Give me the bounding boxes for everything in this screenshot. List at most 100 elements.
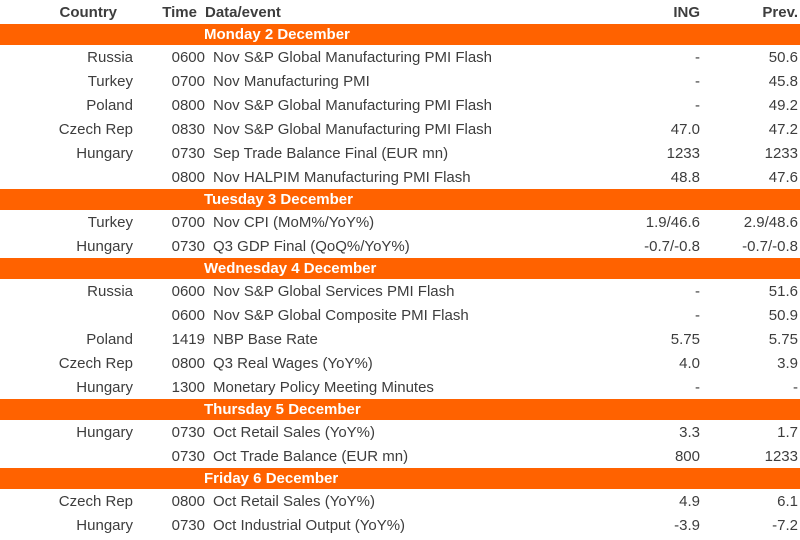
day-band-row: Tuesday 3 December: [0, 189, 800, 210]
event-row: Turkey 0700 Nov Manufacturing PMI - 45.8: [0, 69, 800, 93]
day-band-label: Tuesday 3 December: [0, 189, 800, 210]
prev-cell: 6.1: [777, 492, 798, 510]
event-cell: Q3 GDP Final (QoQ%/YoY%): [213, 237, 410, 255]
ing-cell: 4.9: [679, 492, 700, 510]
time-cell: 0730: [171, 237, 205, 255]
time-cell: 0730: [171, 516, 205, 534]
prev-cell: 1233: [764, 144, 798, 162]
event-row: Poland 1419 NBP Base Rate 5.75 5.75: [0, 327, 800, 351]
event-row: 0730 Oct Trade Balance (EUR mn) 800 1233: [0, 444, 800, 468]
event-cell: Nov S&P Global Manufacturing PMI Flash: [213, 120, 493, 138]
ing-cell: -0.7/-0.8: [644, 237, 700, 255]
col-header-ing: ING: [673, 3, 700, 21]
prev-cell: 3.9: [777, 354, 798, 372]
event-row: Czech Rep 0800 Q3 Real Wages (YoY%) 4.0 3.9: [0, 351, 800, 375]
country-cell: Czech Rep: [58, 492, 133, 510]
event-row: Hungary 1300 Monetary Policy Meeting Minut…: [0, 375, 800, 399]
col-header-prev: Prev.: [762, 3, 798, 21]
prev-cell: -0.7/-0.8: [742, 237, 798, 255]
time-cell: 1300: [171, 378, 205, 396]
event-cell: Sep Trade Balance Final (EUR mn): [213, 144, 449, 162]
table-body: Monday 2 December Russia 0600 Nov S&P Globa…: [0, 24, 800, 537]
ing-cell: -: [695, 72, 700, 90]
day-band-label: Thursday 5 December: [0, 399, 800, 420]
prev-cell: -: [793, 378, 798, 396]
prev-cell: 45.8: [768, 72, 798, 90]
country-cell: Hungary: [76, 237, 133, 255]
event-cell: NBP Base Rate: [213, 330, 318, 348]
event-row: Poland 0800 Nov S&P Global Manufacturing P…: [0, 93, 800, 117]
event-cell: Q3 Real Wages (YoY%): [213, 354, 373, 372]
ing-cell: 4.0: [679, 354, 700, 372]
ing-cell: 800: [674, 447, 700, 465]
ing-cell: -: [695, 282, 700, 300]
country-cell: Czech Rep: [58, 120, 133, 138]
country-cell: Russia: [87, 48, 133, 66]
table-header: Country Time Data/event ING Prev.: [0, 0, 800, 24]
prev-cell: 50.6: [768, 48, 798, 66]
day-band-row: Friday 6 December: [0, 468, 800, 489]
event-row: Czech Rep 0800 Oct Retail Sales (YoY%) 4.9 6…: [0, 489, 800, 513]
prev-cell: 5.75: [768, 330, 798, 348]
event-row: Turkey 0700 Nov CPI (MoM%/YoY%) 1.9/46.6 2.9…: [0, 210, 800, 234]
country-cell: Hungary: [76, 378, 133, 396]
event-cell: Nov S&P Global Manufacturing PMI Flash: [213, 96, 493, 114]
event-row: 0800 Nov HALPIM Manufacturing PMI Flash 48…: [0, 165, 800, 189]
ing-cell: -3.9: [674, 516, 700, 534]
country-cell: Hungary: [76, 423, 133, 441]
ing-cell: 48.8: [670, 168, 700, 186]
time-cell: 0730: [171, 144, 205, 162]
event-cell: Nov S&P Global Composite PMI Flash: [213, 306, 469, 324]
prev-cell: 2.9/48.6: [743, 213, 798, 231]
prev-cell: 51.6: [768, 282, 798, 300]
ing-cell: 1233: [666, 144, 700, 162]
event-cell: Oct Industrial Output (YoY%): [213, 516, 406, 534]
ing-cell: 1.9/46.6: [645, 213, 700, 231]
event-row: 0600 Nov S&P Global Composite PMI Flash - 5…: [0, 303, 800, 327]
event-cell: Nov HALPIM Manufacturing PMI Flash: [213, 168, 471, 186]
day-band-row: Wednesday 4 December: [0, 258, 800, 279]
ing-cell: -: [695, 306, 700, 324]
event-cell: Oct Retail Sales (YoY%): [213, 423, 376, 441]
event-cell: Oct Trade Balance (EUR mn): [213, 447, 409, 465]
country-cell: Turkey: [87, 213, 133, 231]
country-cell: Poland: [86, 96, 133, 114]
time-cell: 0800: [171, 96, 205, 114]
country-cell: Russia: [87, 282, 133, 300]
event-cell: Nov Manufacturing PMI: [213, 72, 370, 90]
prev-cell: 50.9: [768, 306, 798, 324]
event-row: Russia 0600 Nov S&P Global Manufacturing P…: [0, 45, 800, 69]
col-header-data-event: Data/event: [205, 3, 281, 21]
event-row: Hungary 0730 Q3 GDP Final (QoQ%/YoY%) -0.7/…: [0, 234, 800, 258]
time-cell: 0700: [171, 213, 205, 231]
event-row: Hungary 0730 Oct Industrial Output (YoY%) -…: [0, 513, 800, 537]
prev-cell: 1233: [764, 447, 798, 465]
event-row: Czech Rep 0830 Nov S&P Global Manufacturin…: [0, 117, 800, 141]
prev-cell: 1.7: [777, 423, 798, 441]
prev-cell: -7.2: [772, 516, 798, 534]
col-header-country: Country: [59, 3, 118, 21]
event-cell: Monetary Policy Meeting Minutes: [213, 378, 434, 396]
time-cell: 0730: [171, 447, 205, 465]
day-band-label: Friday 6 December: [0, 468, 800, 489]
day-band-label: Monday 2 December: [0, 24, 800, 45]
event-row: Hungary 0730 Sep Trade Balance Final (EUR …: [0, 141, 800, 165]
country-cell: Czech Rep: [58, 354, 133, 372]
time-cell: 0600: [171, 48, 205, 66]
country-cell: Hungary: [76, 516, 133, 534]
event-cell: Oct Retail Sales (YoY%): [213, 492, 376, 510]
ing-cell: 47.0: [670, 120, 700, 138]
event-row: Hungary 0730 Oct Retail Sales (YoY%) 3.3 1.7: [0, 420, 800, 444]
ing-cell: -: [695, 48, 700, 66]
col-header-time: Time: [162, 3, 197, 21]
time-cell: 1419: [171, 330, 205, 348]
time-cell: 0600: [171, 306, 205, 324]
event-cell: Nov S&P Global Manufacturing PMI Flash: [213, 48, 493, 66]
prev-cell: 47.6: [768, 168, 798, 186]
country-cell: [0, 165, 135, 189]
country-cell: Hungary: [76, 144, 133, 162]
time-cell: 0700: [171, 72, 205, 90]
prev-cell: 49.2: [768, 96, 798, 114]
ing-cell: -: [695, 96, 700, 114]
